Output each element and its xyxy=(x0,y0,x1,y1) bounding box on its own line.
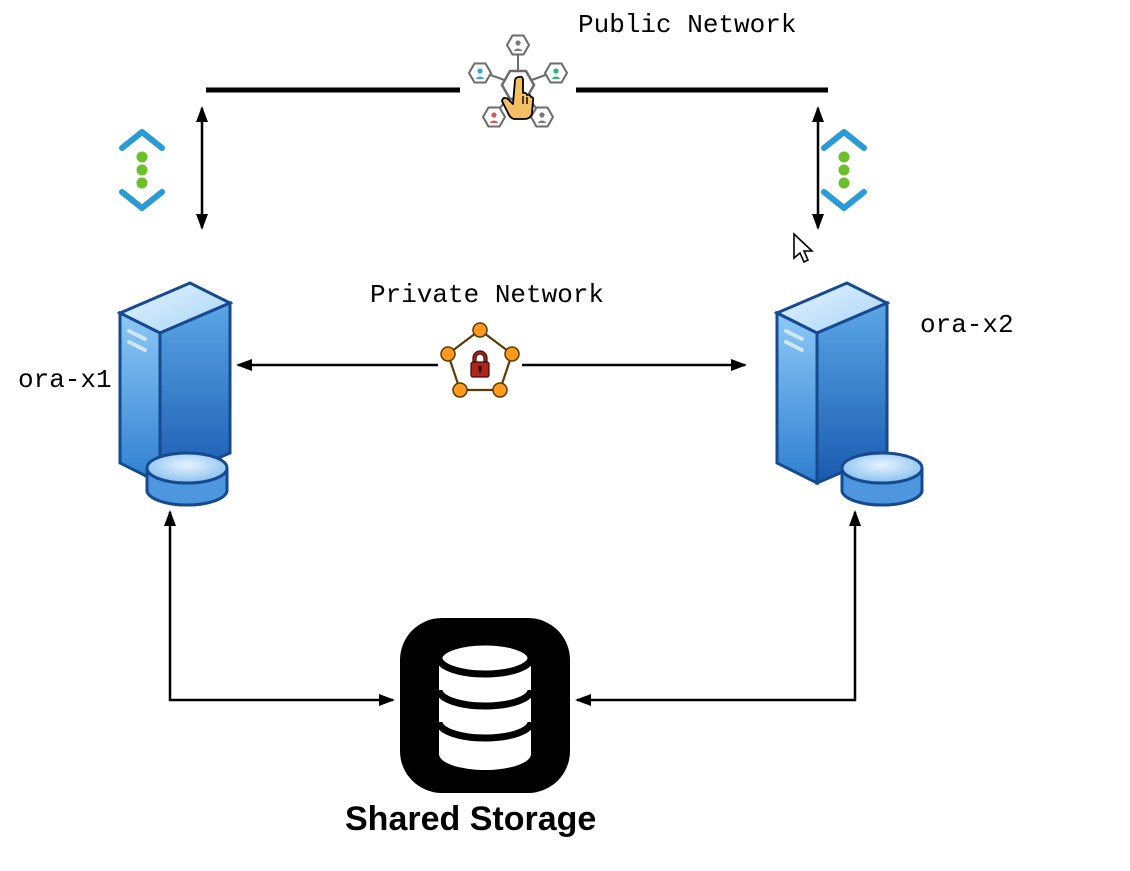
left-storage-path xyxy=(170,512,393,700)
cursor-icon xyxy=(794,234,812,262)
diagram-svg xyxy=(0,0,1130,871)
switch-right-icon xyxy=(824,132,864,208)
diagram-canvas: Public Network Private Network ora-x1 or… xyxy=(0,0,1130,871)
private-network-icon xyxy=(438,322,522,404)
server-right-icon xyxy=(777,283,922,505)
shared-storage-icon xyxy=(400,618,570,793)
public-network-icon xyxy=(460,30,576,145)
ora-x1-label: ora-x1 xyxy=(18,365,112,395)
private-network-label: Private Network xyxy=(370,280,604,310)
public-network-label: Public Network xyxy=(578,10,796,40)
switch-left-icon xyxy=(122,132,162,208)
server-left-icon xyxy=(120,283,230,505)
right-storage-path xyxy=(577,512,855,700)
ora-x2-label: ora-x2 xyxy=(920,310,1014,340)
shared-storage-label: Shared Storage xyxy=(345,800,596,839)
